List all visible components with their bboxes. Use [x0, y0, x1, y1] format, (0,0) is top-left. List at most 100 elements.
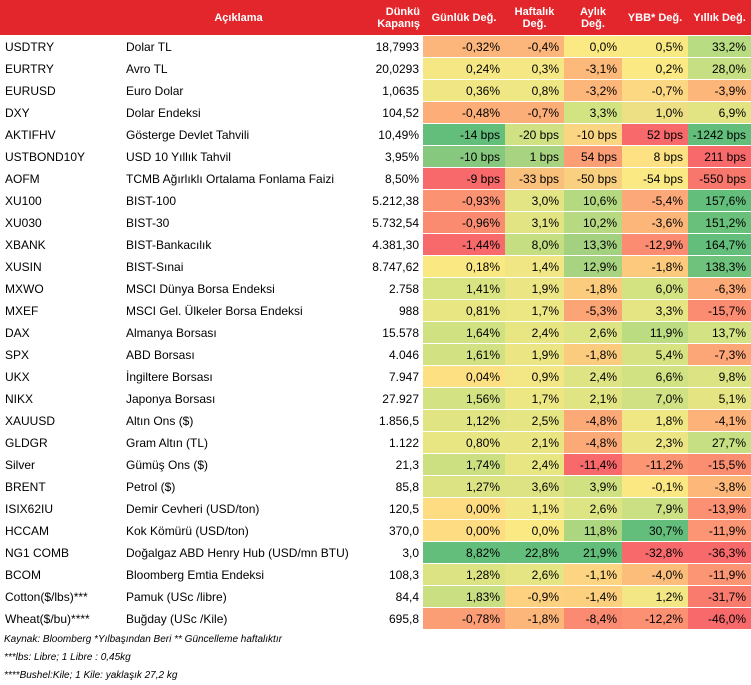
daily-change-cell: 0,80%: [423, 431, 505, 454]
description-cell: BIST-100: [120, 189, 357, 212]
table-row: Wheat($/bu)**** Buğday (USc /Kile) 695,8 -0…: [0, 607, 751, 630]
table-row: AKTIFHV Gösterge Devlet Tahvili 10,49% -14 …: [0, 123, 751, 146]
yearly-change-cell: 164,7%: [688, 233, 751, 256]
weekly-change-cell: 1,9%: [505, 277, 564, 300]
close-cell: 370,0: [357, 519, 423, 542]
ytd-change-cell: -0,7%: [622, 79, 688, 102]
daily-change-cell: -0,96%: [423, 211, 505, 234]
weekly-change-cell: 2,1%: [505, 431, 564, 454]
table-row: SPX ABD Borsası 4.046 1,61% 1,9% -1,8% 5,4% -7,…: [0, 343, 751, 366]
weekly-change-cell: 0,8%: [505, 79, 564, 102]
monthly-change-cell: 10,6%: [564, 189, 622, 212]
weekly-change-cell: 3,6%: [505, 475, 564, 498]
ytd-change-cell: -54 bps: [622, 167, 688, 190]
footnotes: Kaynak: Bloomberg *Yılbaşından Beri ** G…: [0, 631, 751, 685]
market-table: Açıklama Dünkü Kapanış Günlük Değ. Hafta…: [0, 0, 751, 630]
ytd-change-cell: 7,0%: [622, 387, 688, 410]
close-cell: 5.212,38: [357, 189, 423, 212]
ytd-change-cell: 5,4%: [622, 343, 688, 366]
close-cell: 2.758: [357, 277, 423, 300]
daily-change-cell: -0,93%: [423, 189, 505, 212]
monthly-change-cell: 11,8%: [564, 519, 622, 542]
table-body: USDTRY Dolar TL 18,7993 -0,32% -0,4% 0,0% 0,5%…: [0, 35, 751, 630]
description-cell: Bloomberg Emtia Endeksi: [120, 563, 357, 586]
monthly-change-cell: -50 bps: [564, 167, 622, 190]
table-row: EURUSD Euro Dolar 1,0635 0,36% 0,8% -3,2% -0,7…: [0, 79, 751, 102]
weekly-change-cell: 1,4%: [505, 255, 564, 278]
weekly-change-cell: -33 bps: [505, 167, 564, 190]
ytd-change-cell: -12,2%: [622, 607, 688, 630]
monthly-change-cell: 0,0%: [564, 35, 622, 58]
code-cell: NIKX: [0, 387, 120, 410]
daily-change-cell: 0,00%: [423, 497, 505, 520]
daily-change-cell: -1,44%: [423, 233, 505, 256]
code-cell: SPX: [0, 343, 120, 366]
daily-change-cell: -14 bps: [423, 123, 505, 146]
monthly-change-cell: 13,3%: [564, 233, 622, 256]
code-cell: Silver: [0, 453, 120, 476]
weekly-change-cell: 0,0%: [505, 519, 564, 542]
close-cell: 4.381,30: [357, 233, 423, 256]
ytd-change-cell: 1,2%: [622, 585, 688, 608]
monthly-change-cell: -1,8%: [564, 277, 622, 300]
header-yillik: Yıllık Değ.: [688, 0, 751, 36]
code-cell: DXY: [0, 101, 120, 124]
ytd-change-cell: 1,8%: [622, 409, 688, 432]
ytd-change-cell: -32,8%: [622, 541, 688, 564]
daily-change-cell: -0,48%: [423, 101, 505, 124]
close-cell: 5.732,54: [357, 211, 423, 234]
close-cell: 7.947: [357, 365, 423, 388]
weekly-change-cell: 8,0%: [505, 233, 564, 256]
table-row: GLDGR Gram Altın (TL) 1.122 0,80% 2,1% -4,8% 2…: [0, 431, 751, 454]
close-cell: 1,0635: [357, 79, 423, 102]
table-row: XU030 BIST-30 5.732,54 -0,96% 3,1% 10,2% -3,6%…: [0, 211, 751, 234]
table-row: Cotton($/lbs)*** Pamuk (USc /libre) 84,4 1,…: [0, 585, 751, 608]
code-cell: HCCAM: [0, 519, 120, 542]
monthly-change-cell: -1,8%: [564, 343, 622, 366]
footnote-libre: ***lbs: Libre; 1 Libre : 0,45kg: [4, 652, 131, 663]
yearly-change-cell: -31,7%: [688, 585, 751, 608]
code-cell: Cotton($/lbs)***: [0, 585, 120, 608]
table-row: DAX Almanya Borsası 15.578 1,64% 2,4% 2,6% 11,…: [0, 321, 751, 344]
code-cell: Wheat($/bu)****: [0, 607, 120, 630]
table-row: HCCAM Kok Kömürü (USD/ton) 370,0 0,00% 0,0% 1…: [0, 519, 751, 542]
close-cell: 988: [357, 299, 423, 322]
yearly-change-cell: -13,9%: [688, 497, 751, 520]
yearly-change-cell: -36,3%: [688, 541, 751, 564]
daily-change-cell: 1,74%: [423, 453, 505, 476]
close-cell: 3,0: [357, 541, 423, 564]
monthly-change-cell: 21,9%: [564, 541, 622, 564]
daily-change-cell: 1,27%: [423, 475, 505, 498]
ytd-change-cell: -4,0%: [622, 563, 688, 586]
table-row: MXEF MSCI Gel. Ülkeler Borsa Endeksi 988 0,…: [0, 299, 751, 322]
weekly-change-cell: 2,4%: [505, 453, 564, 476]
monthly-change-cell: -4,8%: [564, 409, 622, 432]
weekly-change-cell: 0,3%: [505, 57, 564, 80]
code-cell: USDTRY: [0, 35, 120, 58]
header-kapanis: Dünkü Kapanış: [357, 0, 423, 36]
footnote-kile: ****Bushel:Kile; 1 Kile: yaklaşık 27,2 k…: [4, 670, 178, 681]
ytd-change-cell: 2,3%: [622, 431, 688, 454]
daily-change-cell: -9 bps: [423, 167, 505, 190]
close-cell: 21,3: [357, 453, 423, 476]
code-cell: AKTIFHV: [0, 123, 120, 146]
table-row: NIKX Japonya Borsası 27.927 1,56% 1,7% 2,1% 7,…: [0, 387, 751, 410]
yearly-change-cell: -15,5%: [688, 453, 751, 476]
code-cell: UKX: [0, 365, 120, 388]
description-cell: Petrol ($): [120, 475, 357, 498]
table-row: Silver Gümüş Ons ($) 21,3 1,74% 2,4% -11,4% -1…: [0, 453, 751, 476]
daily-change-cell: 0,81%: [423, 299, 505, 322]
code-cell: XU030: [0, 211, 120, 234]
yearly-change-cell: 33,2%: [688, 35, 751, 58]
close-cell: 104,52: [357, 101, 423, 124]
description-cell: Avro TL: [120, 57, 357, 80]
weekly-change-cell: 1 bps: [505, 145, 564, 168]
close-cell: 1.122: [357, 431, 423, 454]
monthly-change-cell: -5,3%: [564, 299, 622, 322]
code-cell: NG1 COMB: [0, 541, 120, 564]
header-row: Açıklama Dünkü Kapanış Günlük Değ. Hafta…: [0, 0, 751, 36]
ytd-change-cell: 1,0%: [622, 101, 688, 124]
code-cell: EURTRY: [0, 57, 120, 80]
close-cell: 8,50%: [357, 167, 423, 190]
description-cell: Buğday (USc /Kile): [120, 607, 357, 630]
